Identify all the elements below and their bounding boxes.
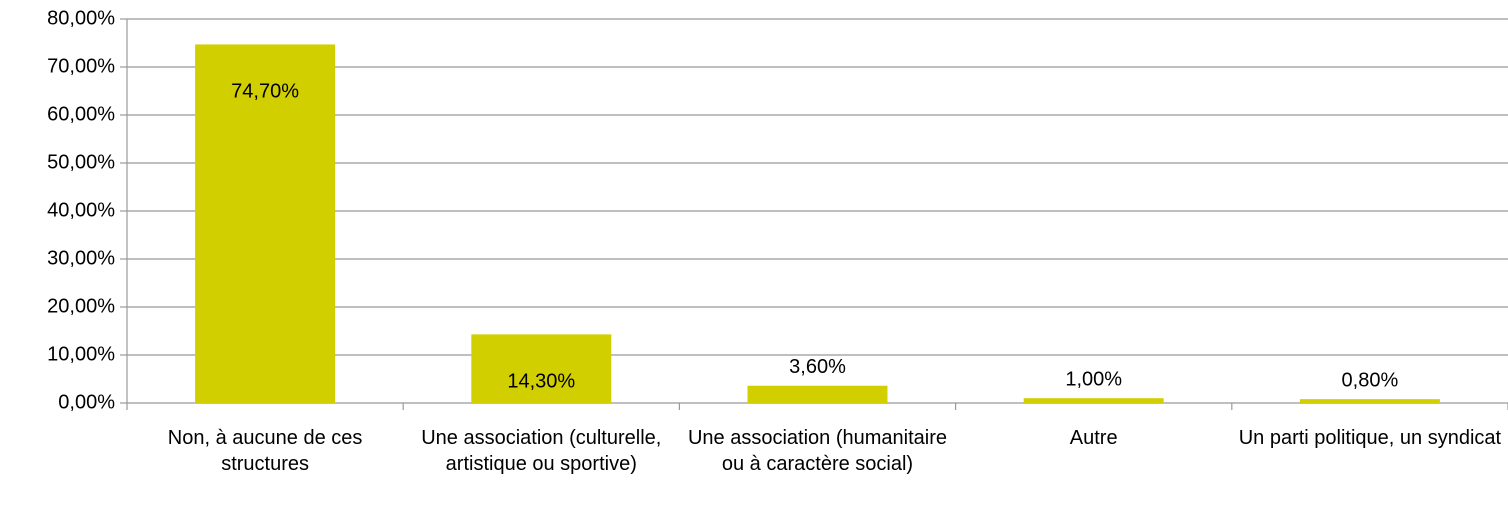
x-tick-label: Une association (humanitaire ou à caract… [687,427,947,475]
x-tick-label: Autre [1069,427,1118,449]
y-tick-label: 60,00% [47,103,115,125]
y-tick-label: 30,00% [47,247,115,269]
bar [1299,399,1440,403]
y-tick-label: 40,00% [47,199,115,221]
data-label: 14,30% [507,371,575,393]
data-label: 74,70% [231,81,299,103]
data-label: 3,60% [789,356,846,378]
x-tick-label: Un parti politique, un syndicat [1238,427,1502,449]
y-tick-label: 50,00% [47,151,115,173]
x-tick-label: Une association (culturelle, artistique … [421,427,662,475]
bar [747,385,888,403]
y-tick-label: 70,00% [47,55,115,77]
y-tick-label: 0,00% [58,391,115,413]
data-label: 0,80% [1342,369,1399,391]
bar [1023,398,1164,403]
x-tick-label: Non, à aucune de ces structures [167,427,363,475]
y-tick-label: 20,00% [47,295,115,317]
y-tick-label: 80,00% [47,7,115,29]
bar [471,334,612,403]
bar [195,44,336,403]
data-label: 1,00% [1065,368,1122,390]
y-tick-label: 10,00% [47,343,115,365]
